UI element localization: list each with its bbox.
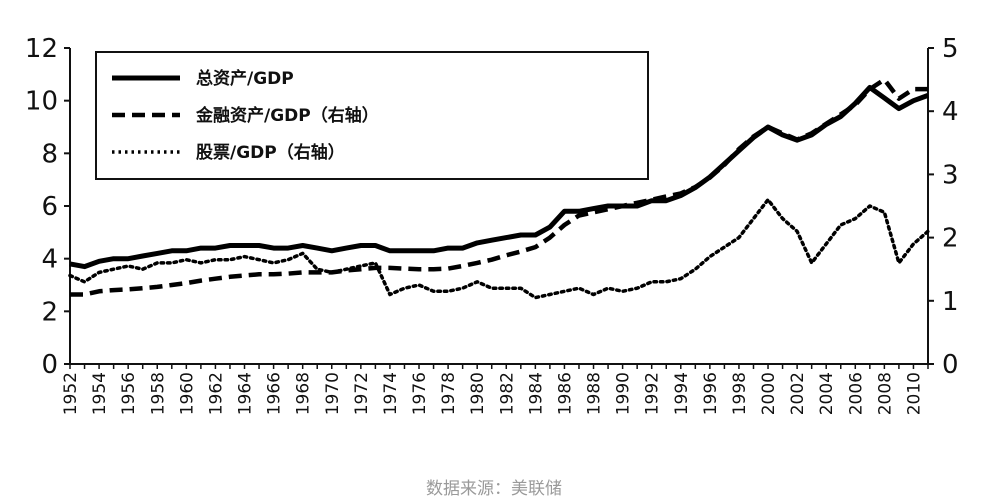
x-tick-label: 1992 [643, 372, 663, 415]
left-tick-label: 12 [25, 34, 58, 64]
legend-label-total-assets: 总资产/GDP [196, 68, 294, 89]
x-tick-label: 1964 [236, 372, 256, 415]
left-tick-label: 8 [41, 139, 58, 169]
series-total-assets [69, 85, 929, 270]
x-tick-label: 1962 [206, 372, 226, 415]
x-tick-label: 1970 [323, 372, 343, 415]
x-tick-label: 1958 [148, 372, 168, 415]
x-tick-label: 1998 [730, 372, 750, 415]
x-tick-label: 2004 [817, 372, 837, 415]
legend-label-stocks: 股票/GDP（右轴） [196, 142, 345, 163]
right-tick-label: 5 [942, 34, 959, 64]
left-tick-label: 6 [41, 192, 58, 222]
right-tick-label: 1 [942, 287, 959, 317]
x-tick-label: 1952 [61, 372, 81, 415]
x-tick-label: 1956 [119, 372, 139, 415]
x-tick-label: 1986 [555, 372, 575, 415]
x-tick-label: 1996 [701, 372, 721, 415]
x-tick-label: 1954 [90, 372, 110, 415]
x-tick-label: 1978 [439, 372, 459, 415]
x-tick-label: 1976 [410, 372, 430, 415]
right-tick-label: 3 [942, 160, 959, 190]
right-tick-label: 2 [942, 224, 959, 254]
left-tick-label: 4 [41, 245, 58, 275]
x-tick-label: 1968 [294, 372, 314, 415]
x-tick-label: 1982 [497, 372, 517, 415]
x-tick-label: 1974 [381, 372, 401, 415]
x-tick-label: 2002 [788, 372, 808, 415]
x-tick-label: 1988 [585, 372, 605, 415]
left-tick-label: 0 [41, 350, 58, 380]
x-tick-label: 2006 [846, 372, 866, 415]
x-tick-label: 2008 [875, 372, 895, 415]
legend-box [95, 51, 649, 180]
x-tick-label: 2000 [759, 372, 779, 415]
left-tick-label: 10 [25, 87, 58, 117]
legend: 总资产/GDP 金融资产/GDP（右轴） 股票/GDP（右轴） [95, 51, 649, 180]
left-tick-label: 2 [41, 297, 58, 327]
x-tick-label: 1990 [614, 372, 634, 415]
x-tick-label: 1994 [672, 372, 692, 415]
source-note: 数据来源：美联储 [426, 479, 562, 499]
right-tick-label: 0 [942, 350, 959, 380]
x-tick-label: 1984 [526, 372, 546, 415]
x-tick-label: 1972 [352, 372, 372, 415]
x-tick-label: 1960 [177, 372, 197, 415]
series-financial-assets [70, 77, 928, 297]
x-tick-label: 2010 [904, 372, 924, 415]
right-tick-label: 4 [942, 97, 959, 127]
x-tick-label: 1980 [468, 372, 488, 415]
series-stocks [68, 197, 930, 300]
x-tick-label: 1966 [265, 372, 285, 415]
series-layer [68, 77, 930, 300]
legend-label-financial-assets: 金融资产/GDP（右轴） [195, 105, 379, 126]
